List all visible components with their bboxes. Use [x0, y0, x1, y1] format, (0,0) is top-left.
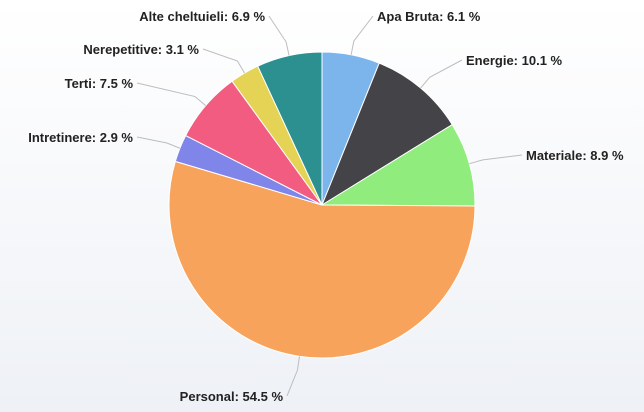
leader-line-alte-cheltuieli — [268, 15, 290, 56]
pie-slice-personal[interactable] — [168, 160, 476, 359]
leader-line-energie — [420, 59, 463, 89]
leader-line-materiale — [469, 154, 523, 165]
data-label-apa-bruta: Apa Bruta: 6.1 % — [377, 9, 481, 24]
data-labels: Apa Bruta: 6.1 % Energie: 10.1 % Materiale… — [28, 9, 624, 404]
pie-slice-alte-cheltuieli[interactable] — [257, 51, 323, 206]
data-label-materiale: Materiale: 8.9 % — [526, 148, 624, 163]
data-label-intretinere: Intretinere: 2.9 % — [28, 130, 133, 145]
data-label-terti: Terti: 7.5 % — [65, 76, 134, 91]
data-label-alte-cheltuieli: Alte cheltuieli: 6.9 % — [139, 9, 265, 24]
pie-slice-materiale[interactable] — [320, 123, 476, 207]
leader-lines — [136, 15, 523, 397]
leader-line-terti — [136, 82, 206, 107]
pie-slices — [168, 51, 476, 359]
data-label-personal: Personal: 54.5 % — [180, 389, 284, 404]
data-label-energie: Energie: 10.1 % — [466, 53, 563, 68]
leader-line-apa-bruta — [350, 15, 374, 55]
leader-line-intretinere — [136, 136, 181, 149]
leader-line-nerepetitive — [202, 48, 245, 74]
data-label-nerepetitive: Nerepetitive: 3.1 % — [83, 42, 199, 57]
leader-line-personal — [286, 356, 300, 397]
